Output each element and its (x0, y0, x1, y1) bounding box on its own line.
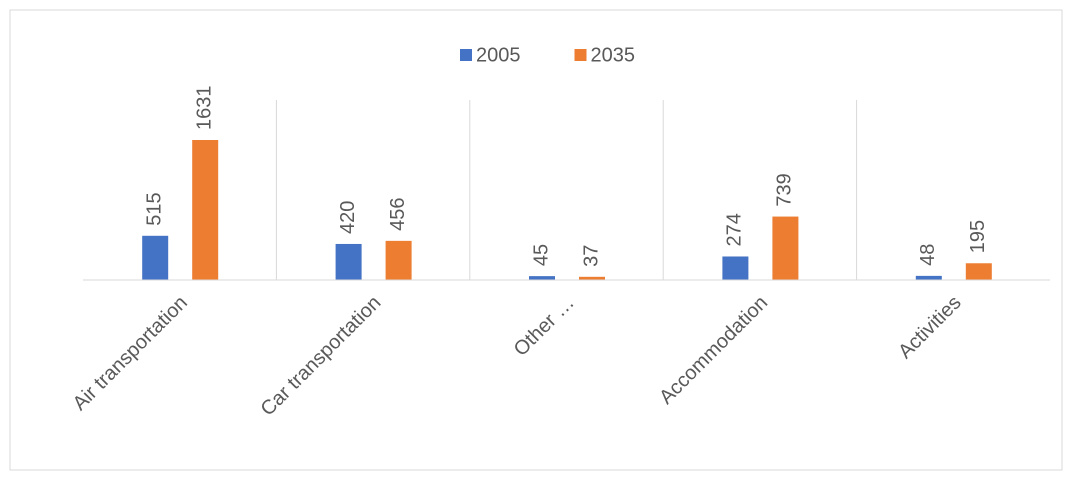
data-label: 45 (530, 244, 552, 266)
legend-label: 2035 (591, 44, 636, 66)
legend-swatch (460, 49, 472, 61)
chart-frame (9, 9, 1063, 471)
bar (965, 263, 992, 280)
legend-label: 2005 (476, 44, 521, 66)
data-label: 420 (337, 201, 359, 234)
data-label: 456 (387, 197, 409, 230)
bar (722, 256, 749, 280)
bar (772, 216, 799, 280)
data-label: 48 (917, 244, 939, 266)
data-label: 739 (774, 173, 796, 206)
data-label: 274 (724, 213, 746, 246)
data-label: 1631 (193, 86, 215, 131)
bar (579, 276, 605, 280)
data-label: 37 (580, 245, 602, 267)
bar (915, 275, 942, 280)
bar (529, 276, 555, 280)
bar (192, 140, 219, 280)
bar (335, 243, 362, 280)
legend-swatch (574, 49, 587, 61)
bar (385, 240, 412, 280)
data-label: 515 (143, 192, 165, 225)
data-label: 195 (967, 220, 989, 253)
bar (142, 235, 169, 280)
